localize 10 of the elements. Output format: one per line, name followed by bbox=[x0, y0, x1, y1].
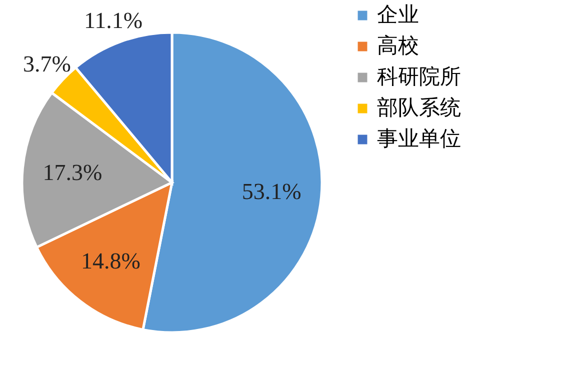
data-label: 53.1% bbox=[242, 179, 302, 204]
data-label: 3.7% bbox=[23, 51, 71, 76]
data-label: 11.1% bbox=[84, 8, 143, 33]
legend-label: 企业 bbox=[377, 2, 419, 26]
legend-label: 高校 bbox=[377, 34, 419, 58]
legend-label: 部队系统 bbox=[377, 96, 461, 120]
data-label: 14.8% bbox=[81, 248, 140, 274]
data-label: 17.3% bbox=[42, 160, 102, 185]
legend-label: 事业单位 bbox=[377, 126, 461, 150]
legend-label: 科研院所 bbox=[377, 64, 461, 88]
